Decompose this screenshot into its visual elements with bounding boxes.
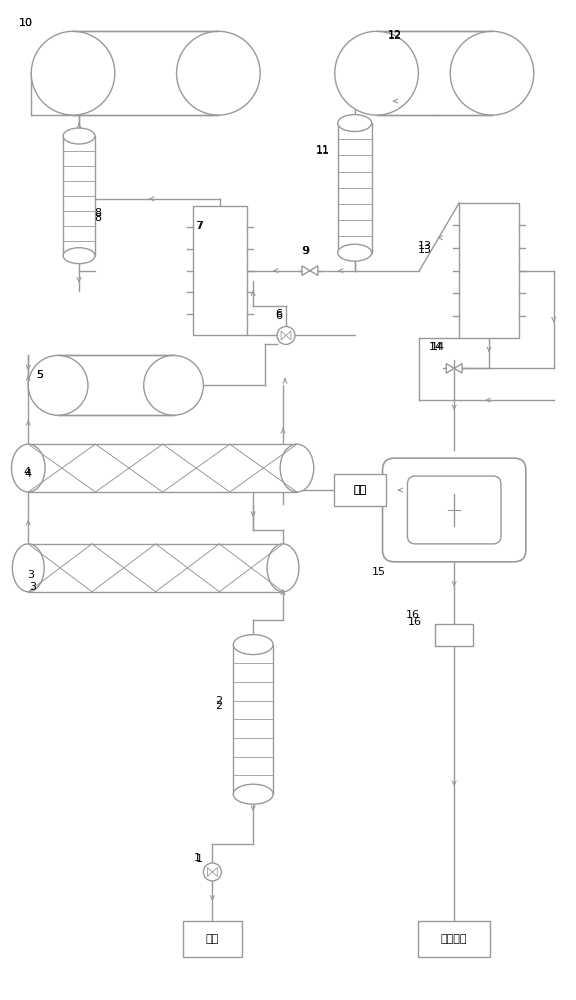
Ellipse shape	[63, 248, 95, 264]
Ellipse shape	[338, 115, 372, 132]
Text: 15: 15	[372, 567, 385, 577]
Text: 7: 7	[195, 221, 203, 231]
Bar	[435, 624, 473, 646]
Bar	[377, 31, 492, 115]
Bar	[418, 921, 490, 957]
Bar	[58, 355, 173, 415]
Ellipse shape	[12, 444, 45, 492]
Polygon shape	[302, 266, 318, 275]
Bar	[183, 921, 242, 957]
Text: 9: 9	[301, 246, 308, 256]
Polygon shape	[446, 364, 462, 373]
Text: 16: 16	[407, 617, 422, 627]
Text: 3: 3	[29, 582, 36, 592]
Text: 5: 5	[36, 370, 43, 380]
Bar	[73, 31, 218, 115]
Text: 6: 6	[275, 309, 282, 319]
Ellipse shape	[28, 355, 88, 415]
Text: 1: 1	[194, 853, 200, 863]
Text: 12: 12	[388, 30, 401, 40]
Ellipse shape	[12, 544, 44, 592]
Bar	[63, 136, 95, 256]
Text: 14: 14	[431, 342, 445, 352]
Text: 14: 14	[429, 342, 444, 352]
Bar	[233, 645, 273, 794]
Text: 2: 2	[215, 701, 222, 711]
Ellipse shape	[233, 635, 273, 655]
Text: 10: 10	[20, 18, 33, 28]
Text: 4: 4	[23, 467, 31, 477]
Bar	[28, 544, 283, 592]
Ellipse shape	[143, 355, 203, 415]
Bar	[194, 206, 247, 335]
Circle shape	[203, 863, 221, 881]
Polygon shape	[207, 867, 217, 876]
Text: 9: 9	[302, 246, 309, 256]
Bar	[459, 203, 519, 338]
Text: 13: 13	[418, 245, 431, 255]
Bar	[28, 444, 297, 492]
Text: 2: 2	[215, 696, 222, 706]
Ellipse shape	[338, 244, 372, 261]
Ellipse shape	[267, 544, 299, 592]
Text: 8: 8	[94, 213, 101, 223]
FancyBboxPatch shape	[382, 458, 526, 562]
Ellipse shape	[63, 128, 95, 144]
Ellipse shape	[176, 31, 260, 115]
Text: 5: 5	[36, 370, 43, 380]
Ellipse shape	[31, 31, 115, 115]
Text: 8: 8	[94, 208, 101, 218]
FancyBboxPatch shape	[407, 476, 501, 544]
Text: 13: 13	[418, 241, 431, 251]
Text: 12: 12	[388, 31, 401, 41]
Text: 16: 16	[406, 610, 419, 620]
Bar	[338, 123, 372, 253]
Polygon shape	[281, 331, 291, 340]
Text: 4: 4	[24, 469, 32, 479]
Ellipse shape	[280, 444, 314, 492]
Text: 11: 11	[316, 146, 330, 156]
Text: 1: 1	[195, 854, 202, 864]
Bar	[334, 474, 385, 506]
Ellipse shape	[450, 31, 534, 115]
Text: 三苯基膦: 三苯基膦	[441, 934, 468, 944]
Text: 液泵: 液泵	[353, 485, 366, 495]
Text: 3: 3	[27, 570, 34, 580]
Text: 7: 7	[196, 221, 203, 231]
Text: 6: 6	[275, 311, 282, 321]
Ellipse shape	[335, 31, 418, 115]
Ellipse shape	[233, 784, 273, 804]
Text: 10: 10	[20, 18, 33, 28]
Text: 原料: 原料	[206, 934, 219, 944]
Text: 11: 11	[316, 145, 330, 155]
Circle shape	[277, 326, 295, 344]
Text: 液泵: 液泵	[353, 485, 366, 495]
